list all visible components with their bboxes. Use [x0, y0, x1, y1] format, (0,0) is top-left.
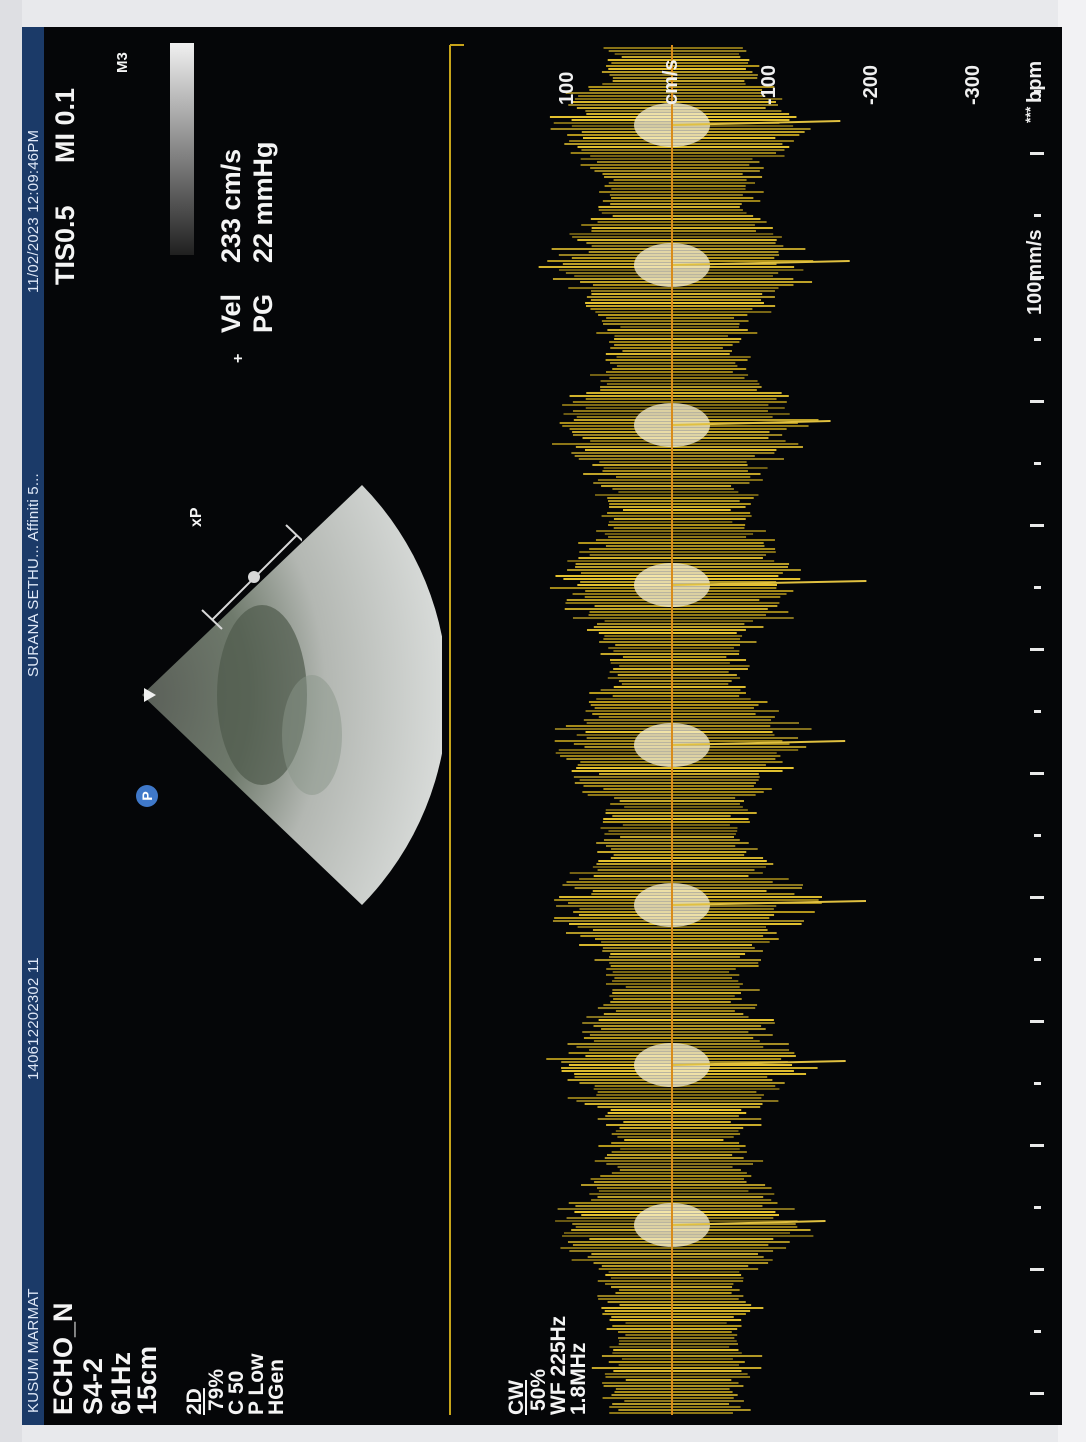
- time-tick: [1030, 1392, 1044, 1395]
- 2d-sector-image: [142, 485, 442, 905]
- ultrasound-screen-rotated: KUSUM MARMAT 140612202302 11 SURANA SETH…: [22, 27, 1062, 1425]
- sweep-speed: 100mm/s: [1024, 229, 1046, 315]
- cw-cursor: [201, 524, 302, 630]
- spectrum-spike: [671, 120, 841, 126]
- exam-datetime: 11/02/2023 12:09:46PM: [24, 129, 42, 293]
- patient-name: KUSUM MARMAT: [24, 1288, 42, 1413]
- paper-margin-right: [1058, 0, 1086, 1442]
- scale-label-neg200: -200: [860, 64, 882, 105]
- time-tick: [1034, 1330, 1041, 1333]
- header-bar: KUSUM MARMAT 140612202302 11 SURANA SETH…: [22, 27, 44, 1425]
- time-tick: [1030, 648, 1044, 651]
- patient-id: 140612202302 11: [24, 957, 42, 1080]
- spectrum-spike: [671, 900, 867, 906]
- depth-label: 15cm: [132, 1345, 162, 1415]
- preset-label: ECHO_N: [48, 1302, 78, 1415]
- probe-marker-icon: P: [136, 785, 158, 807]
- sector-mid-region: [282, 675, 342, 795]
- time-tick: [1030, 400, 1044, 403]
- time-tick: [1030, 772, 1044, 775]
- doppler-spectrum: [449, 44, 867, 1415]
- paper-margin-left: [0, 0, 22, 1442]
- time-tick: [1034, 462, 1041, 465]
- time-tick: [1034, 338, 1041, 341]
- time-tick: [1030, 1144, 1044, 1147]
- spectrum-spike: [671, 260, 850, 266]
- sector-apex-marker: [144, 688, 156, 702]
- mode-2d: 2D: [183, 1388, 206, 1415]
- spectrum-spike: [671, 580, 867, 586]
- heart-rate-value: ***: [1022, 106, 1038, 123]
- scale-label-neg300: -300: [962, 64, 984, 105]
- frequency-mode: HGen: [265, 1358, 288, 1415]
- gray-scale-bar: [170, 43, 194, 255]
- facility-system: SURANA SETHU... Affiniti 5...: [24, 473, 42, 677]
- mechanical-index: MI 0.1: [50, 87, 80, 163]
- scale-label-100: 100: [556, 71, 578, 105]
- time-tick: [1034, 586, 1041, 589]
- pg-value: 22 mmHg: [248, 141, 278, 263]
- time-tick: [1034, 834, 1041, 837]
- scale-unit: cm/s: [660, 59, 682, 105]
- spectrum-bands: [538, 47, 867, 1414]
- time-tick: [1030, 1020, 1044, 1023]
- spectrum-spike: [671, 420, 831, 426]
- probe-label: S4-2: [78, 1357, 108, 1415]
- time-tick: [1034, 958, 1041, 961]
- sector-label: xP: [188, 507, 205, 527]
- thermal-index: TIS0.5: [50, 205, 80, 285]
- scale-label-neg100: -100: [758, 64, 780, 105]
- time-tick: [1030, 1268, 1044, 1271]
- frame-rate: 61Hz: [106, 1351, 136, 1415]
- vel-value: 233 cm/s: [216, 148, 246, 263]
- measurement-marker-icon: +: [230, 353, 247, 363]
- spectrum-spike: [671, 1220, 826, 1226]
- time-tick: [1030, 896, 1044, 899]
- time-tick: [1030, 152, 1044, 155]
- spectrum-spike: [671, 740, 846, 746]
- vel-label: Vel: [216, 293, 246, 333]
- ultrasound-screen: KUSUM MARMAT 140612202302 11 SURANA SETH…: [22, 27, 1062, 1425]
- heart-rate-unit: bpm: [1024, 60, 1046, 103]
- time-tick: [1034, 214, 1041, 217]
- time-tick: [1034, 710, 1041, 713]
- time-tick: [1034, 1082, 1041, 1085]
- time-tick: [1030, 524, 1044, 527]
- pg-label: PG: [248, 293, 278, 333]
- time-tick: [1034, 1206, 1041, 1209]
- map-label: M3: [114, 52, 131, 73]
- spectrum-spike: [671, 1060, 846, 1066]
